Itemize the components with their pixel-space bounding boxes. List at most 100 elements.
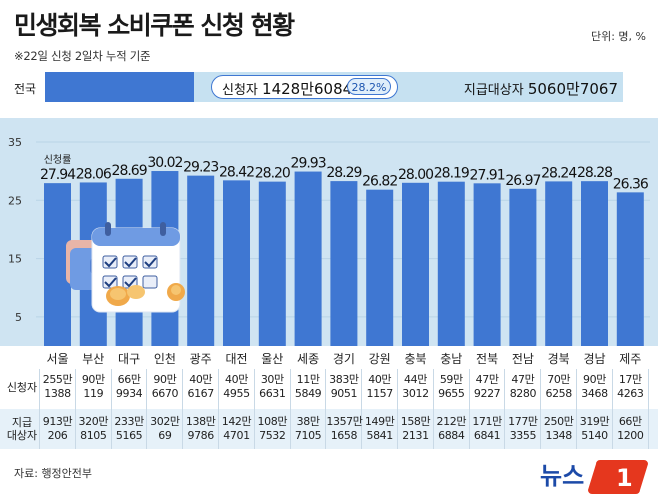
bar (581, 181, 608, 346)
value-label: 28.29 (326, 165, 361, 181)
y-tick-label: 15 (8, 253, 22, 266)
table-column-separator (74, 369, 76, 449)
table-cell-applicants: 11만 5849 (291, 373, 326, 401)
value-label: 29.93 (291, 156, 326, 172)
table-cell-line: 8280 (509, 387, 537, 400)
table-cell-line: 6631 (259, 387, 286, 400)
table-cell-line: 38만 (296, 415, 320, 428)
table-column-separator (182, 369, 184, 449)
table-cell-targets: 108만 7532 (255, 415, 290, 443)
value-label: 28.20 (255, 166, 290, 182)
table-cell-line: 90만 (153, 373, 177, 386)
bar (473, 183, 501, 346)
table-cell-applicants: 90만 119 (76, 373, 111, 401)
bar (616, 192, 644, 346)
national-target-value: 5060만7067 (527, 80, 618, 98)
chart-title: 민생회복 소비쿠폰 신청 현황 (14, 11, 295, 40)
table-cell-line: 138만 (185, 415, 216, 428)
table-cell-targets: 250만 1348 (541, 415, 576, 443)
table-cell-applicants: 383만 9051 (326, 373, 361, 401)
region-label: 전남 (511, 352, 534, 366)
table-cell-line: 1348 (545, 429, 572, 442)
table-column-separator (468, 369, 470, 449)
table-cell-targets: 913만 206 (40, 415, 75, 443)
value-label: 28.00 (398, 167, 433, 183)
bar (294, 171, 322, 346)
table-cell-line: 66만 (117, 373, 141, 386)
table-cell-line: 1357만 (326, 415, 363, 428)
table-cell-targets: 138만 9786 (183, 415, 218, 443)
table-cell-line: 319만 (579, 415, 610, 428)
region-label: 대구 (118, 352, 141, 366)
national-applicants-value: 1428만6084 (262, 80, 353, 98)
table-cell-line: 233만 (114, 415, 144, 428)
national-rate-badge: 28.2% (347, 78, 391, 95)
table-cell-line: 9786 (187, 429, 214, 442)
table-cell-line: 142만 (221, 415, 252, 428)
table-cell-applicants: 255만 1388 (40, 373, 75, 401)
table-cell-line: 119 (83, 387, 104, 400)
table-column-separator (218, 369, 219, 449)
table-cell-line: 2131 (402, 429, 429, 442)
value-label: 26.36 (613, 176, 649, 192)
table-cell-targets: 320만 8105 (76, 415, 111, 443)
region-label: 광주 (189, 352, 212, 366)
table-cell-line: 44만 (404, 373, 427, 386)
table-cell-line: 255만 (42, 373, 73, 386)
region-label: 대전 (225, 352, 248, 366)
table-cell-line: 1658 (330, 429, 358, 442)
table-cell-applicants: 47만 8280 (505, 373, 540, 401)
table-cell-line: 302만 (150, 415, 180, 428)
table-cell-line: 11만 (296, 373, 320, 386)
table-cell-line: 9051 (330, 387, 358, 400)
value-label: 28.24 (541, 165, 577, 181)
calendar-wallet-illustration (66, 222, 185, 313)
region-label: 충남 (440, 352, 463, 366)
table-row-targets-band (0, 409, 658, 449)
table-column-separator (432, 369, 434, 449)
table-cell-line: 3355 (509, 429, 537, 442)
table-column-separator (110, 369, 112, 449)
region-label: 전북 (476, 352, 499, 366)
national-applicants-label: 신청자 (222, 83, 258, 98)
table-cell-line: 66만 (618, 415, 642, 428)
region-label: 부산 (82, 352, 105, 366)
table-cell-line: 90만 (81, 373, 105, 386)
table-cell-applicants: 40만 6167 (183, 373, 218, 401)
table-cell-line: 40만 (368, 373, 392, 386)
table-cell-applicants: 70만 6258 (541, 373, 576, 401)
table-cell-line: 17만 (618, 373, 642, 386)
table-column-separator (397, 369, 398, 449)
table-cell-line: 3012 (402, 387, 429, 400)
y-tick-label: 35 (8, 136, 22, 149)
table-cell-applicants: 47만 9227 (470, 373, 505, 401)
table-cell-line: 158만 (400, 415, 431, 428)
table-column-separator (647, 369, 649, 449)
table-column-separator (361, 369, 363, 449)
table-row-applicants-band (0, 367, 658, 407)
table-column-separator (611, 369, 613, 449)
table-cell-line: 9227 (473, 387, 501, 400)
table-column-separator (39, 369, 40, 449)
y-tick-label: 25 (8, 194, 22, 207)
table-cell-line: 913만 (42, 415, 73, 428)
table-cell-line: 69 (158, 429, 172, 442)
table-cell-line: 250만 (543, 415, 574, 428)
table-cell-targets: 1357만 1658 (326, 415, 363, 443)
table-cell-targets: 319만 5140 (577, 415, 612, 443)
table-row-label-targets-line2: 대상자 (6, 429, 38, 442)
logo-number: 1 (616, 464, 633, 492)
table-cell-line: 1388 (44, 387, 71, 400)
source: 자료: 행정안전부 (14, 467, 93, 480)
bar (366, 189, 394, 346)
table-cell-line: 5849 (294, 387, 322, 400)
table-cell-applicants: 30만 6631 (255, 373, 290, 401)
table-cell-targets: 149만 5841 (362, 415, 397, 443)
value-label: 28.42 (219, 164, 254, 180)
table-cell-applicants: 90만 6670 (147, 373, 182, 401)
national-target: 지급대상자 5060만7067 (464, 78, 618, 99)
table-column-separator (504, 369, 506, 449)
table-cell-line: 90만 (583, 373, 606, 386)
region-label: 경북 (547, 352, 570, 366)
